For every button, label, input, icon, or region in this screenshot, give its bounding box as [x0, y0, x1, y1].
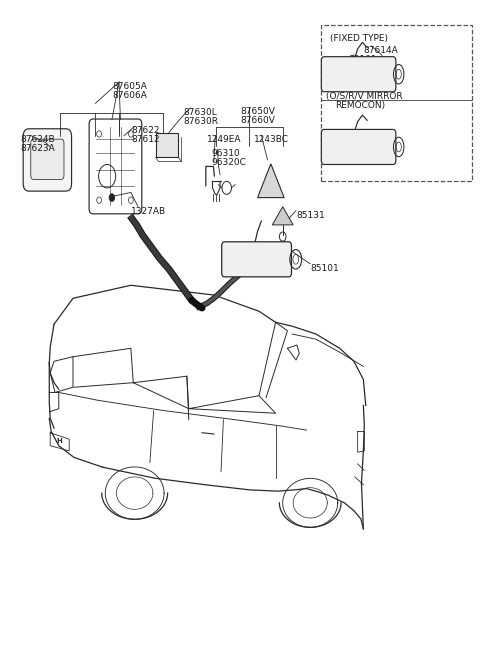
Text: 87623A: 87623A	[21, 144, 56, 153]
FancyBboxPatch shape	[222, 242, 291, 277]
Text: 85101: 85101	[347, 130, 376, 139]
Text: 87660V: 87660V	[240, 116, 275, 125]
Text: 85101: 85101	[310, 264, 339, 273]
Bar	[156, 133, 179, 157]
Circle shape	[109, 194, 115, 202]
Text: 87630L: 87630L	[183, 108, 217, 117]
Text: 1243BC: 1243BC	[254, 136, 289, 144]
Text: 1327AB: 1327AB	[131, 207, 166, 215]
Text: H: H	[57, 438, 62, 444]
Text: 96310: 96310	[212, 149, 240, 158]
Polygon shape	[258, 164, 284, 198]
Text: 1249EA: 1249EA	[207, 136, 241, 144]
Text: REMOCON): REMOCON)	[335, 101, 385, 110]
Text: 87630R: 87630R	[183, 117, 218, 126]
Text: 87612: 87612	[131, 136, 159, 144]
Text: (FIXED TYPE): (FIXED TYPE)	[330, 34, 388, 43]
Text: 85131: 85131	[296, 211, 325, 219]
FancyBboxPatch shape	[322, 130, 396, 164]
Text: 87614A: 87614A	[363, 46, 398, 54]
Text: 87622: 87622	[131, 126, 159, 135]
Text: (O/S/R/V MIRROR: (O/S/R/V MIRROR	[326, 92, 403, 102]
FancyBboxPatch shape	[23, 129, 72, 191]
Text: 96320C: 96320C	[212, 158, 246, 167]
Text: 87605A: 87605A	[112, 82, 147, 91]
Text: 87650V: 87650V	[240, 107, 275, 116]
Text: 87606A: 87606A	[112, 91, 147, 100]
Text: 85101: 85101	[348, 55, 377, 64]
FancyBboxPatch shape	[31, 139, 64, 179]
Polygon shape	[272, 207, 293, 225]
Bar	[321, 25, 471, 181]
FancyBboxPatch shape	[322, 57, 396, 92]
Text: 87624B: 87624B	[21, 136, 55, 144]
